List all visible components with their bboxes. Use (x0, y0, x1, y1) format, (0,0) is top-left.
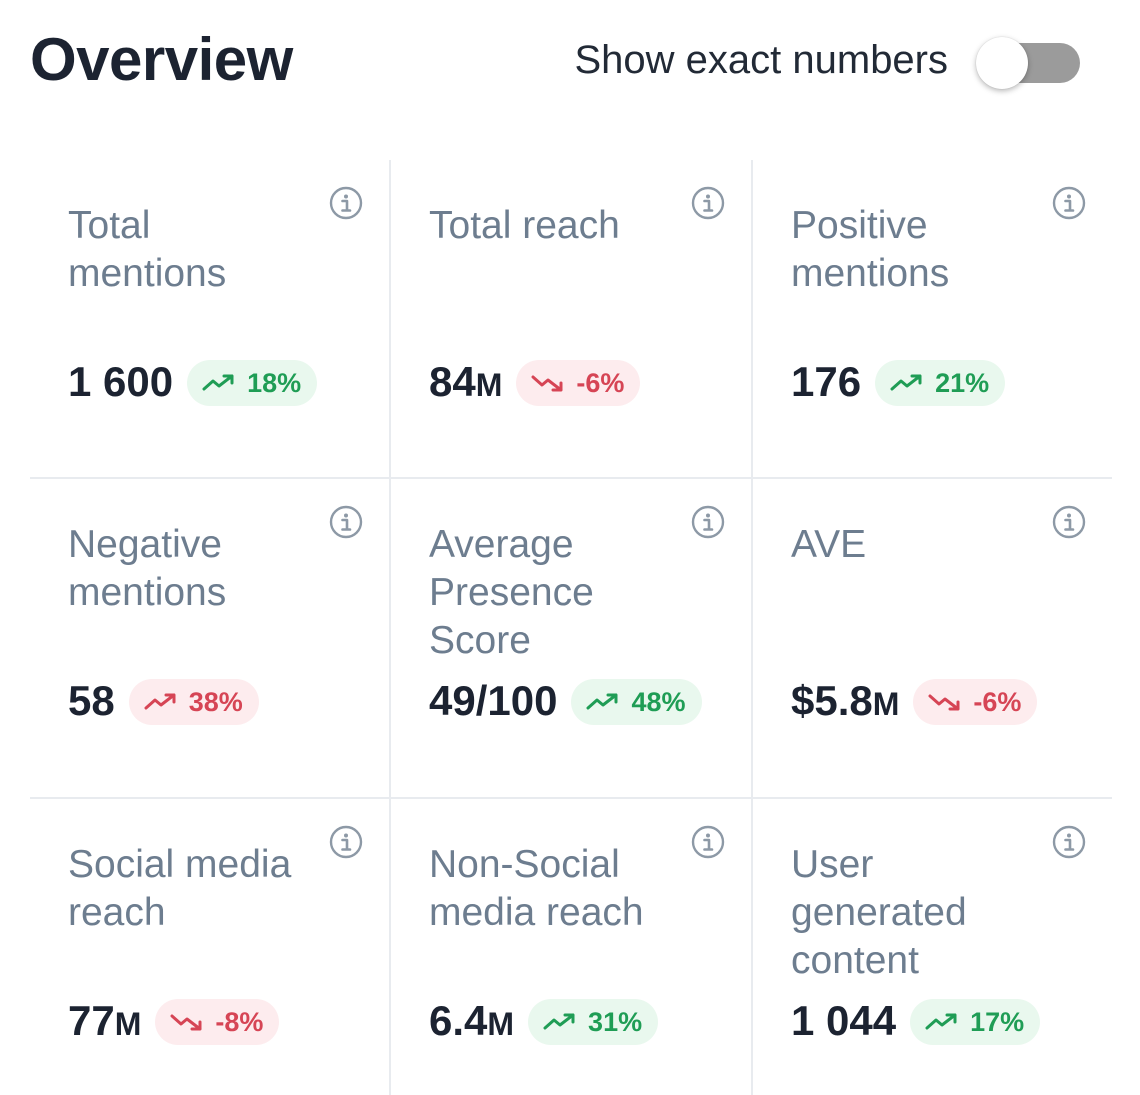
trend-up-icon (543, 1013, 575, 1030)
metric-label: Average Presence Score (429, 523, 594, 662)
grid-divider-horizontal (30, 477, 1112, 479)
trend-up-icon (925, 1013, 957, 1030)
info-icon[interactable] (1052, 505, 1086, 539)
info-icon[interactable] (691, 505, 725, 539)
metric-value: 84M (429, 357, 503, 405)
metric-card-social-media-reach: Social media reach 77M -8% (30, 799, 389, 1095)
metric-label: Positive mentions (791, 204, 950, 295)
change-percent: 21% (935, 367, 990, 398)
change-badge: 31% (528, 999, 659, 1045)
show-exact-numbers-toggle[interactable] (976, 37, 1082, 89)
metric-label: Total mentions (68, 204, 227, 295)
metric-card-ave: AVE $5.8M -6% (753, 479, 1112, 797)
trend-down-icon (170, 1014, 202, 1031)
metric-value-row: $5.8M -6% (791, 676, 1038, 727)
info-icon[interactable] (1052, 825, 1086, 859)
metric-value: 176 (791, 357, 862, 405)
change-badge: 48% (571, 679, 702, 725)
change-percent: 31% (588, 1006, 643, 1037)
metric-value-row: 84M -6% (429, 357, 641, 408)
trend-up-icon (890, 374, 922, 391)
info-icon[interactable] (329, 186, 363, 220)
info-icon[interactable] (691, 825, 725, 859)
metric-card-average-presence-score: Average Presence Score 49/100 48% (391, 479, 751, 797)
toggle-knob (976, 37, 1028, 89)
metric-value-row: 6.4M 31% (429, 996, 659, 1047)
info-icon[interactable] (329, 825, 363, 859)
change-badge: -8% (155, 999, 280, 1045)
info-icon[interactable] (691, 186, 725, 220)
metric-value: 1 044 (791, 996, 897, 1044)
overview-header: Overview Show exact numbers (0, 0, 1140, 120)
grid-divider-horizontal (30, 797, 1112, 799)
trend-down-icon (531, 375, 563, 392)
metric-label: Negative mentions (68, 523, 227, 614)
metric-value-row: 1 600 18% (68, 357, 318, 408)
metric-value-row: 176 21% (791, 357, 1006, 408)
page-title: Overview (30, 26, 293, 93)
metric-card-total-mentions: Total mentions 1 600 18% (30, 160, 389, 477)
trend-down-icon (928, 694, 960, 711)
metrics-grid: Total mentions 1 600 18% Total reach (30, 160, 1112, 1095)
metric-value-row: 77M -8% (68, 996, 280, 1047)
trend-up-icon (586, 693, 618, 710)
info-icon[interactable] (1052, 186, 1086, 220)
metric-value-row: 1 044 17% (791, 996, 1041, 1047)
grid-divider-vertical (751, 160, 753, 1095)
metric-value: 49/100 (429, 676, 558, 724)
grid-divider-vertical (389, 160, 391, 1095)
change-percent: 48% (631, 686, 686, 717)
metric-card-negative-mentions: Negative mentions 58 38% (30, 479, 389, 797)
change-percent: 17% (970, 1006, 1025, 1037)
metric-card-positive-mentions: Positive mentions 176 21% (753, 160, 1112, 477)
metric-value: 1 600 (68, 357, 174, 405)
change-percent: -8% (215, 1006, 264, 1037)
metric-card-user-generated-content: User generated content 1 044 17% (753, 799, 1112, 1095)
change-percent: -6% (973, 686, 1022, 717)
change-badge: 18% (187, 360, 318, 406)
metric-label: Non-Social media reach (429, 843, 644, 934)
metric-value-row: 49/100 48% (429, 677, 702, 727)
metric-label: AVE (791, 523, 867, 566)
change-badge: -6% (516, 360, 641, 406)
metric-value: 6.4M (429, 996, 515, 1044)
change-badge: -6% (913, 679, 1038, 725)
trend-up-icon (144, 693, 176, 710)
metric-card-non-social-media-reach: Non-Social media reach 6.4M 31% (391, 799, 751, 1095)
change-badge: 38% (128, 679, 259, 725)
metric-card-total-reach: Total reach 84M -6% (391, 160, 751, 477)
metric-value-row: 58 38% (68, 677, 259, 727)
change-badge: 21% (875, 360, 1006, 406)
info-icon[interactable] (329, 505, 363, 539)
metric-label: Total reach (429, 204, 620, 247)
trend-up-icon (202, 374, 234, 391)
change-percent: -6% (576, 367, 625, 398)
metric-value: 77M (68, 996, 142, 1044)
change-percent: 18% (247, 367, 302, 398)
metric-label: Social media reach (68, 843, 292, 934)
change-percent: 38% (188, 686, 243, 717)
metric-label: User generated content (791, 843, 967, 982)
show-exact-numbers-label: Show exact numbers (574, 38, 948, 82)
change-badge: 17% (910, 999, 1041, 1045)
metric-value: $5.8M (791, 676, 900, 724)
metric-value: 58 (68, 676, 115, 724)
